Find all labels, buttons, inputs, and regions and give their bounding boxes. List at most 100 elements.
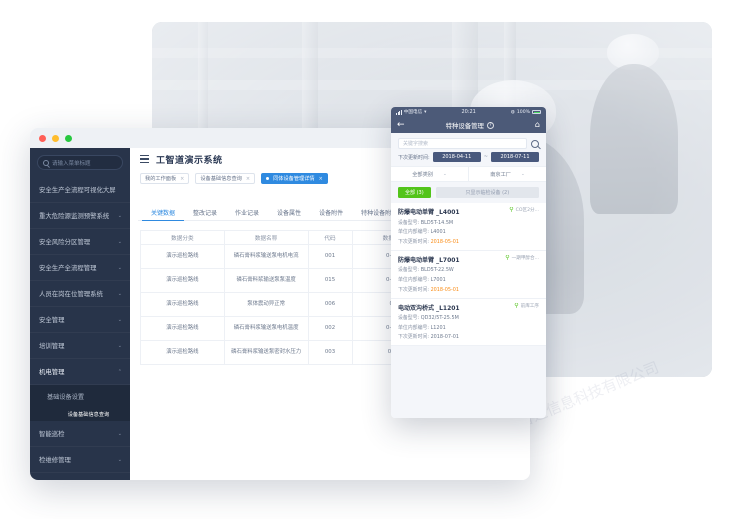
signal-icon: [396, 109, 402, 115]
date-from-field[interactable]: 2018-04-11: [432, 152, 481, 162]
list-item[interactable]: 电动双沟桥式 _L1201 ⚲ 前库工序 设备型号: QD32/5T-25.5M…: [391, 298, 546, 347]
chevron-up-icon: ⌃: [117, 368, 122, 375]
device-internal-no-value: L1201: [430, 324, 446, 331]
device-name: 电动双沟桥式 _L1201: [398, 304, 460, 312]
device-internal-no-row: 单位内部编号: L4001: [398, 228, 539, 235]
active-dot-icon: [266, 177, 270, 180]
cell-code: 001: [307, 244, 353, 269]
status-left: 中国电信 ▾: [396, 109, 426, 115]
tab-rectification-records[interactable]: 整改记录: [193, 210, 218, 217]
device-location: ⚲ 一期甲醇合...: [505, 255, 539, 261]
device-next-update-value: 2018-05-01: [430, 238, 459, 245]
tab-work-records[interactable]: 作业记录: [235, 210, 260, 217]
device-internal-no-row: 单位内部编号: L1201: [398, 324, 539, 331]
search-icon[interactable]: [531, 139, 539, 148]
device-location-label: 一期甲醇合...: [511, 255, 539, 261]
device-name: 防爆电动单臂 _L7001: [398, 256, 460, 264]
tab-device-attributes[interactable]: 设备属性: [277, 210, 302, 217]
chevron-down-icon: ⌄: [117, 238, 122, 245]
cell-category: 演示巡检路线: [140, 340, 225, 365]
minimize-button[interactable]: [52, 134, 59, 142]
device-location: ⚲ 前库工序: [514, 303, 539, 309]
sidebar-item-label: 人员在岗在位管理系统: [39, 290, 103, 298]
tab-key-data[interactable]: 关键数据: [142, 208, 185, 221]
sidebar: 请输入菜单标题 安全生产全流程可视化大屏 重大危险源监测预警系统 ⌄ 安全风险分…: [30, 148, 130, 480]
sidebar-item-maintenance[interactable]: 检维修管理 ⌄: [30, 447, 130, 473]
cell-category: 演示巡检路线: [140, 316, 225, 341]
phone-search-input[interactable]: 关键字搜索: [398, 138, 527, 149]
sidebar-subitem-device-info-query[interactable]: 设备基础信息查询: [67, 411, 110, 418]
phone-search-row: 关键字搜索: [391, 133, 546, 152]
sidebar-item-hazard-monitoring[interactable]: 重大危险源监测预警系统 ⌄: [30, 203, 130, 229]
field-label-model: 设备型号:: [398, 219, 420, 226]
device-next-update-row: 下次更新时间: 2018-05-01: [398, 286, 539, 293]
device-model-row: 设备型号: QD32/5T-25.5M: [398, 314, 539, 321]
sidebar-item-personnel[interactable]: 人员在岗在位管理系统 ⌄: [30, 281, 130, 307]
device-next-update-value: 2018-05-01: [430, 286, 459, 293]
device-location-label: CO区2分...: [515, 208, 539, 213]
close-icon[interactable]: ×: [180, 175, 185, 182]
search-icon: [43, 159, 49, 166]
sidebar-item-risk-zone[interactable]: 安全风险分区管理 ⌄: [30, 229, 130, 255]
maximize-button[interactable]: [65, 134, 72, 142]
column-header-code: 代码: [307, 230, 353, 245]
column-header-name: 数据名称: [223, 230, 309, 245]
field-label-model: 设备型号:: [398, 267, 420, 274]
card-header: 防爆电动单臂 _L4001 ⚲ CO区2分...: [398, 207, 539, 216]
open-tab-device-query[interactable]: 设备基础信息查询 ×: [195, 173, 256, 184]
select-category[interactable]: 全部类别 ⌄: [391, 167, 468, 181]
device-name: 防爆电动单臂 _L4001: [398, 209, 460, 216]
chip-inspection-only[interactable]: 只显示临检设备 (2): [435, 187, 539, 198]
select-factory[interactable]: 南京工厂 ⌄: [468, 167, 546, 181]
list-item[interactable]: 防爆电动单臂 _L7001 ⚲ 一期甲醇合... 设备型号: BLD5T-22.…: [391, 250, 546, 299]
close-button[interactable]: [39, 134, 46, 142]
field-label-internal-no: 单位内部编号:: [398, 324, 429, 331]
question-icon[interactable]: ?: [486, 121, 494, 129]
chip-all[interactable]: 全部 (3): [398, 187, 431, 198]
sidebar-item-label: 机电管理: [39, 368, 65, 376]
hamburger-icon[interactable]: [140, 154, 149, 164]
field-label-internal-no: 单位内部编号:: [398, 229, 429, 236]
alarm-icon: ◍: [510, 109, 515, 115]
page-title: 工智道演示系统: [156, 155, 223, 166]
phone-filter-chips: 全部 (3) 只显示临检设备 (2): [391, 182, 546, 203]
open-tab-device-detail[interactable]: 同体设备管理详情 ×: [261, 173, 328, 184]
chevron-down-icon: ⌄: [117, 316, 122, 323]
cell-code: 003: [307, 340, 353, 365]
open-tab-my-workbench[interactable]: 我的工作面板 ×: [140, 173, 190, 184]
open-tab-label: 设备基础信息查询: [200, 176, 242, 182]
map-pin-icon: ⚲: [505, 254, 510, 261]
sidebar-search-placeholder: 请输入菜单标题: [52, 160, 91, 167]
phone-page-title: 特种设备管理: [445, 121, 484, 130]
sidebar-item-training[interactable]: 培训管理 ⌄: [30, 333, 130, 359]
field-label-next-update: 下次更新时间:: [398, 286, 429, 293]
cell-code: 006: [307, 292, 353, 317]
status-time: 20:21: [461, 109, 476, 115]
sidebar-item-electromechanical[interactable]: 机电管理 ⌃: [30, 359, 130, 385]
list-item[interactable]: 防爆电动单臂 _L4001 ⚲ CO区2分... 设备型号: BLD5T-14.…: [391, 203, 546, 251]
back-arrow-icon[interactable]: ←: [397, 119, 405, 130]
date-to-field[interactable]: 2018-07-11: [490, 152, 540, 162]
device-internal-no-value: L7001: [430, 276, 446, 283]
sidebar-search[interactable]: 请输入菜单标题: [37, 155, 123, 170]
sidebar-item-safety-management[interactable]: 安全管理 ⌄: [30, 307, 130, 333]
phone-status-bar: 中国电信 ▾ 20:21 ◍ 100%: [391, 107, 546, 117]
sidebar-item-label: 培训管理: [39, 342, 65, 350]
app-topbar: 工智道演示系统: [130, 148, 530, 170]
close-icon[interactable]: ×: [318, 175, 323, 182]
select-factory-label: 南京工厂: [490, 171, 511, 178]
device-location-label: 前库工序: [520, 303, 539, 309]
cell-code: 015: [307, 268, 353, 293]
close-icon[interactable]: ×: [245, 175, 251, 182]
battery-icon: [532, 110, 541, 114]
sidebar-item-production-process[interactable]: 安全生产全流程管理 ⌄: [30, 255, 130, 281]
tab-special-device-attachments[interactable]: 特种设备附件: [361, 210, 398, 217]
device-internal-no-value: L4001: [430, 229, 446, 236]
sidebar-item-label: 智能巡检: [39, 430, 65, 438]
sidebar-item-smart-inspection[interactable]: 智能巡检 ⌄: [30, 421, 130, 447]
tab-device-attachments[interactable]: 设备附件: [319, 210, 344, 217]
sidebar-item-visual-screen[interactable]: 安全生产全流程可视化大屏: [30, 177, 130, 203]
home-icon[interactable]: ⌂: [534, 120, 540, 129]
phone-device-list: 防爆电动单臂 _L4001 ⚲ CO区2分... 设备型号: BLD5T-14.…: [391, 203, 546, 418]
sidebar-subitem-basic-device-settings[interactable]: 基础设备设置: [47, 393, 85, 401]
